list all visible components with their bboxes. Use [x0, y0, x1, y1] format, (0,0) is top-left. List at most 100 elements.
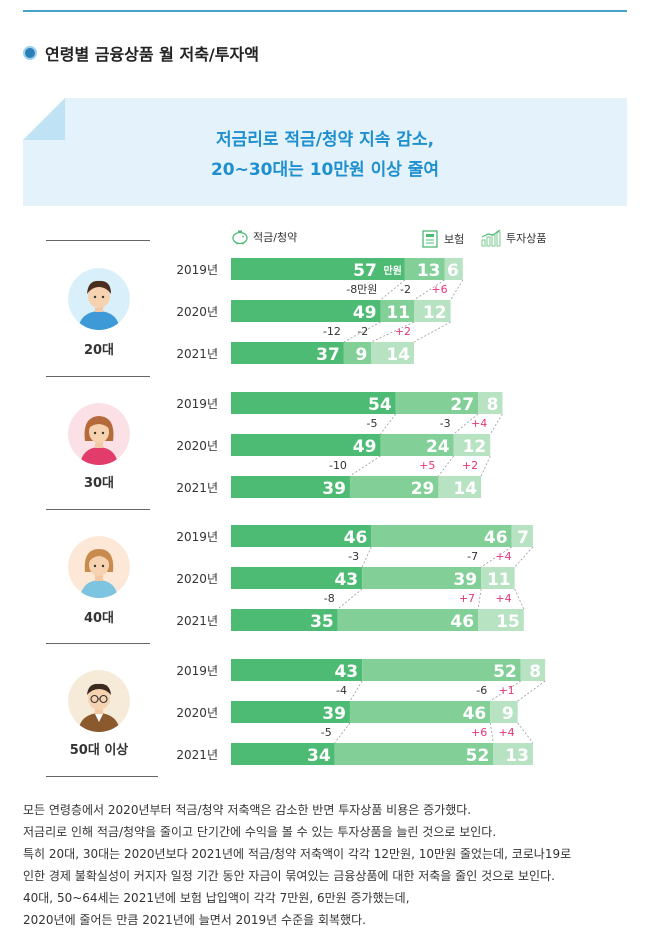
year-label: 2020년 [176, 572, 218, 586]
change-connector [450, 279, 464, 301]
bar-value-label: 46 [344, 528, 368, 548]
change-connector [453, 413, 479, 435]
bar-segment [478, 392, 503, 414]
bar-value-label: 39 [453, 570, 477, 590]
bar-value-label: 9 [355, 345, 367, 365]
bar-value-label: 14 [453, 479, 477, 499]
bar-value-label: 6 [447, 261, 459, 281]
change-connector [514, 588, 525, 610]
change-label: +4 [495, 550, 511, 563]
older-man-glasses-avatar-icon [68, 670, 130, 732]
change-label: -4 [336, 684, 347, 697]
year-label: 2019년 [176, 664, 218, 678]
change-label: -5 [366, 417, 377, 430]
year-label: 2021년 [176, 481, 218, 495]
change-connector [349, 455, 381, 477]
bullet-icon [23, 46, 37, 60]
body-text-line: 2020년에 줄어든 만큼 2021년에 늘면서 2019년 수준을 회복했다. [23, 913, 366, 927]
change-label: -12 [323, 325, 341, 338]
bar-value-label: 13 [417, 261, 441, 281]
bar-segment [444, 258, 463, 280]
change-connector [380, 413, 397, 435]
bar-segment [395, 392, 479, 414]
change-label: -5 [321, 726, 332, 739]
bar-segment [481, 567, 515, 589]
bar-value-label: 29 [411, 479, 435, 499]
age-label-20s: 20대 [83, 343, 115, 358]
change-connector [514, 546, 534, 568]
body-text-line: 특히 20대, 30대는 2020년보다 2021년에 적금/청약 저축액이 각… [23, 847, 572, 861]
bar-segment [438, 476, 482, 498]
change-label: +2 [462, 459, 478, 472]
bar-value-label: 52 [466, 746, 490, 766]
change-label: +4 [495, 592, 511, 605]
bar-value-label: 15 [496, 612, 520, 632]
age-label-30s: 30대 [83, 476, 115, 491]
banner-line-2: 20~30대는 10만원 이상 줄여 [210, 160, 440, 180]
body-text-line: 40대, 50~64세는 2021년에 보험 납입액이 각각 7만원, 6만원 … [23, 891, 410, 905]
change-label: -10 [329, 459, 347, 472]
change-label: +5 [419, 459, 435, 472]
change-label: -8 [324, 592, 335, 605]
year-label: 2021년 [176, 347, 218, 361]
banner-fold-shadow [23, 98, 65, 140]
year-label: 2020년 [176, 305, 218, 319]
change-connector [489, 722, 494, 744]
age-label-40s: 40대 [83, 611, 115, 626]
section-title: 연령별 금융상품 월 저축/투자액 [23, 41, 259, 65]
body-text: 모든 연령층에서 2020년부터 적금/청약 저축액은 감소한 반면 투자상품 … [23, 799, 643, 931]
bar-value-label: 46 [450, 612, 474, 632]
year-label: 2020년 [176, 439, 218, 453]
change-connector [480, 455, 491, 477]
bar-value-label: 39 [322, 704, 346, 724]
stacked-bar-chart: 2019년 57 만원 13 6 2020년 49 11 12 2021년 37 9 14 -8만원 -2 +… [176, 258, 546, 766]
bar-value-label: 7 [517, 528, 529, 548]
bar-segment [231, 300, 381, 322]
bar-segment [231, 567, 363, 589]
bar-segment [343, 342, 372, 364]
bar-segment [380, 434, 454, 456]
section-title-text: 연령별 금융상품 월 저축/투자액 [45, 45, 259, 64]
bar-segment [520, 659, 546, 681]
legend-investment: 투자상품 [480, 229, 546, 247]
group-separator [46, 376, 150, 377]
legend-insurance-label: 보험 [444, 233, 465, 246]
bar-value-label: 52 [493, 662, 517, 682]
bar-value-label: 46 [463, 704, 487, 724]
change-connector [489, 413, 503, 435]
bar-unit-label: 만원 [383, 264, 401, 277]
change-label: -3 [440, 417, 451, 430]
bar-segment [231, 392, 396, 414]
bar-value-label: 14 [386, 345, 410, 365]
year-label: 2019년 [176, 530, 218, 544]
change-label: +4 [498, 726, 514, 739]
bar-value-label: 27 [450, 395, 474, 415]
change-label: +6 [471, 726, 487, 739]
bar-value-label: 37 [316, 345, 340, 365]
change-label: +1 [498, 684, 514, 697]
group-separator [46, 240, 150, 241]
bar-segment [362, 567, 482, 589]
legend-insurance: 보험 [420, 229, 464, 249]
change-connector [413, 321, 451, 343]
bar-value-label: 35 [310, 612, 334, 632]
group-separator [46, 776, 158, 777]
change-label: +7 [459, 592, 475, 605]
change-connector [337, 588, 363, 610]
bar-segment [490, 701, 518, 723]
change-connector [517, 722, 534, 744]
banner-line-1: 저금리로 적금/청약 지속 감소, [215, 130, 435, 150]
age-label-50s-plus: 50대 이상 [69, 743, 129, 758]
legend-savings-label: 적금/청약 [253, 231, 298, 244]
bar-segment [231, 701, 350, 723]
young-woman-avatar-icon [68, 403, 130, 465]
bar-value-label: 43 [334, 662, 358, 682]
change-label: +2 [395, 325, 411, 338]
bar-segment [349, 701, 491, 723]
bar-value-label: 12 [463, 437, 487, 457]
bar-segment [493, 743, 533, 765]
bar-segment [371, 525, 512, 547]
legend-investment-label: 투자상품 [506, 232, 547, 245]
legend-savings: 적금/청약 [231, 229, 297, 245]
change-label: +6 [431, 283, 447, 296]
